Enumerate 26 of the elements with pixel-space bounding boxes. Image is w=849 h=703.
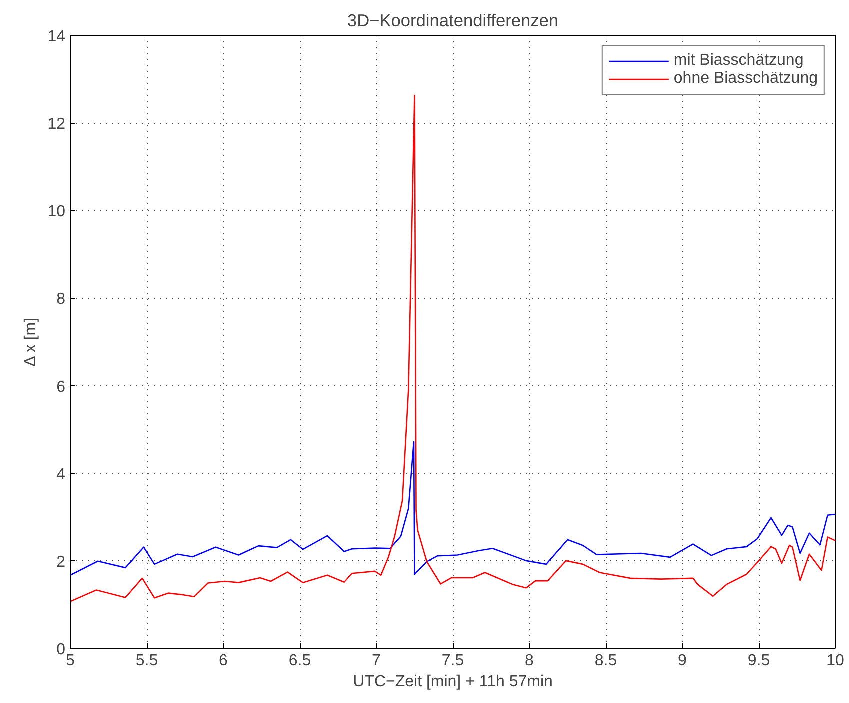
y-tick-label: 2 bbox=[56, 554, 66, 571]
legend-label: mit Biasschätzung bbox=[674, 52, 804, 70]
x-tick-label: 7 bbox=[372, 652, 382, 670]
x-tick-label: 7.5 bbox=[442, 652, 464, 670]
y-tick-label: 0 bbox=[56, 642, 66, 658]
x-tick-label: 8.5 bbox=[594, 652, 618, 670]
y-tick-label: 12 bbox=[48, 116, 66, 134]
x-tick-label: 10 bbox=[826, 652, 844, 670]
y-axis-title: Δ x [m] bbox=[22, 318, 40, 367]
x-tick-label: 6.5 bbox=[288, 652, 312, 670]
y-tick-label: 14 bbox=[48, 28, 66, 46]
y-tick-label: 8 bbox=[56, 291, 66, 308]
y-tick-label: 6 bbox=[56, 378, 66, 396]
x-tick-label: 9 bbox=[678, 652, 688, 670]
x-tick-label: 9.5 bbox=[748, 652, 770, 670]
x-tick-label: 5 bbox=[66, 652, 76, 670]
legend-label: ohne Biasschätzung bbox=[674, 70, 818, 88]
line-series bbox=[70, 94, 836, 602]
x-axis-title: UTC−Zeit [min] + 11h 57min bbox=[353, 674, 553, 690]
y-tick-label: 4 bbox=[56, 466, 66, 484]
y-tick-label: 10 bbox=[48, 204, 66, 221]
chart-title: 3D−Koordinatendifferenzen bbox=[347, 10, 559, 30]
line-series bbox=[70, 441, 836, 576]
x-tick-label: 5.5 bbox=[136, 652, 158, 670]
x-tick-label: 6 bbox=[219, 652, 228, 670]
x-tick-label: 8 bbox=[525, 652, 534, 670]
